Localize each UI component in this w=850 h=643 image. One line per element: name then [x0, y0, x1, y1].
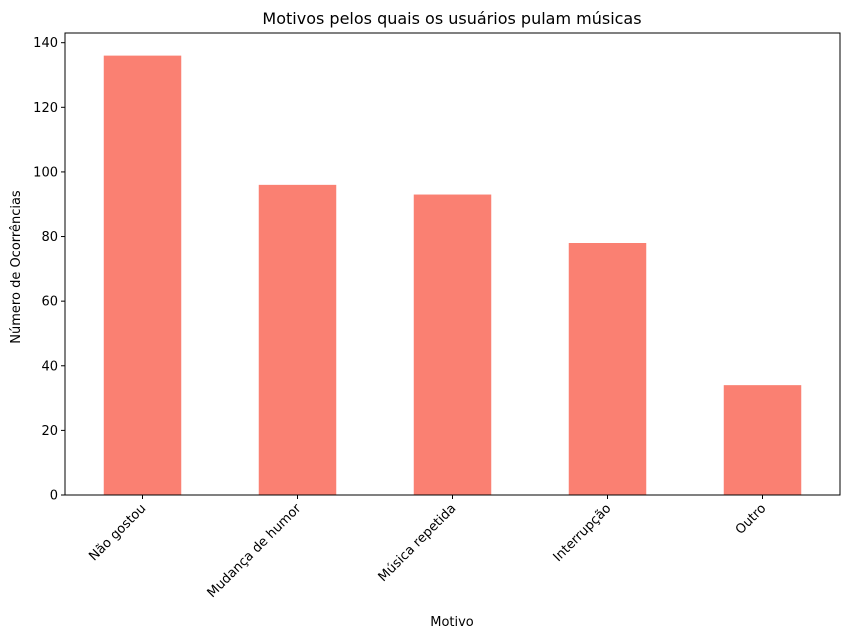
y-tick-label: 120 [33, 101, 58, 116]
y-tick-label: 140 [33, 36, 58, 51]
bar [103, 55, 182, 496]
axes-frame [64, 32, 841, 496]
x-tick-label: Interrupção [551, 501, 615, 565]
y-tick-label: 100 [33, 165, 58, 180]
y-tick-label: 40 [41, 359, 58, 374]
x-tick-label: Mudança de humor [205, 501, 305, 601]
x-tick-label: Outro [733, 501, 770, 538]
bar [568, 243, 647, 495]
x-tick-label: Música repetida [376, 501, 460, 585]
y-tick-label: 60 [41, 295, 58, 310]
bar [258, 184, 337, 495]
bar [413, 194, 492, 496]
y-tick-label: 80 [41, 230, 58, 245]
y-tick-label: 20 [41, 424, 58, 439]
x-tick-label: Não gostou [86, 501, 149, 564]
y-axis-label: Número de Ocorrências [9, 190, 24, 344]
y-tick-label: 0 [50, 489, 58, 504]
x-axis-label: Motivo [430, 615, 474, 630]
plot-area: 0 20 40 60 80 100 120 140 Não gostou Mudança de h… [33, 32, 841, 601]
chart-title: Motivos pelos quais os usuários pulam mú… [262, 9, 641, 28]
bar [723, 385, 802, 495]
